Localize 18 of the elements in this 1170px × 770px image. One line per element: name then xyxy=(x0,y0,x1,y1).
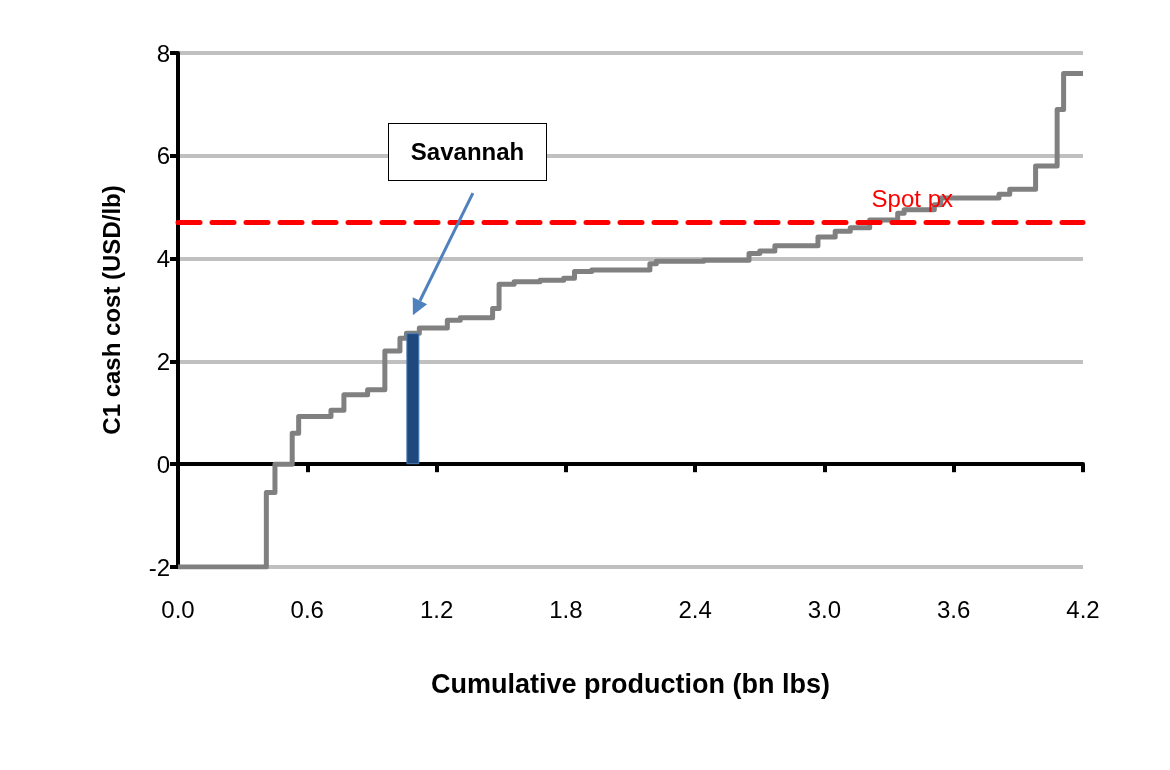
y-tick-label: 2 xyxy=(156,347,170,375)
y-axis-title: C1 cash cost (USD/lb) xyxy=(97,185,125,435)
y-tick-label: 6 xyxy=(156,142,170,170)
y-tick-label: -2 xyxy=(148,553,170,581)
x-axis-title: Cumulative production (bn lbs) xyxy=(431,668,830,699)
annotation: Savannah xyxy=(387,123,548,182)
x-tick-label: 2.4 xyxy=(678,595,712,623)
y-tick-label: 8 xyxy=(156,39,170,67)
y-tick-label: 0 xyxy=(156,450,170,478)
y-tick-label: 4 xyxy=(156,245,170,273)
ref-line-label: Spot px xyxy=(871,185,953,213)
x-tick-label: 1.8 xyxy=(549,595,583,623)
x-tick-label: 4.2 xyxy=(1066,595,1100,623)
x-tick-label: 0.0 xyxy=(161,595,195,623)
x-tick-label: 0.6 xyxy=(290,595,324,623)
x-tick-label: 3.0 xyxy=(807,595,842,623)
x-tick-label: 3.6 xyxy=(937,595,971,623)
x-tick-label: 1.2 xyxy=(419,595,454,623)
